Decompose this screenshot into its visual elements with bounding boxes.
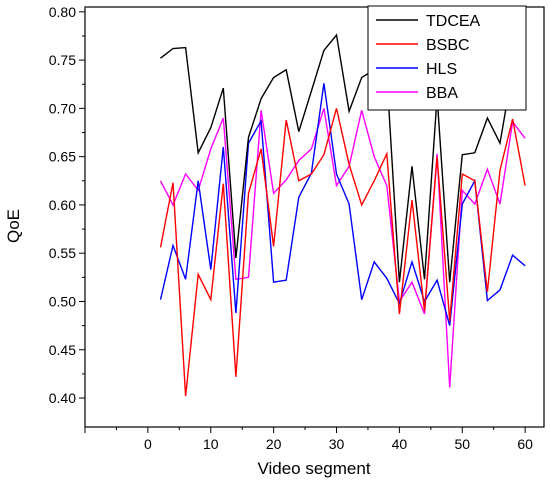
y-tick-label: 0.80 xyxy=(49,4,76,20)
legend: TDCEA BSBC HLS BBA xyxy=(367,5,527,111)
y-tick-label: 0.40 xyxy=(49,390,76,406)
legend-label: TDCEA xyxy=(426,13,481,30)
legend-label: BSBC xyxy=(426,37,470,54)
x-tick-label: 40 xyxy=(392,436,408,452)
legend-label: HLS xyxy=(426,61,457,78)
x-tick-label: 50 xyxy=(454,436,470,452)
series-line-hls xyxy=(159,83,526,326)
x-axis-title: Video segment xyxy=(257,459,370,478)
x-tick-label: 0 xyxy=(144,436,152,452)
x-axis-ticks: 0 10 20 30 40 50 60 xyxy=(84,427,533,452)
y-axis-ticks: 0.40 0.45 0.50 0.55 0.60 0.65 0.70 0.75 0.80 xyxy=(49,4,85,406)
y-tick-label: 0.50 xyxy=(49,293,76,309)
series-lines xyxy=(159,31,526,397)
x-tick-label: 20 xyxy=(266,436,282,452)
series-line-bsbc xyxy=(159,108,526,397)
series-line-tdcea xyxy=(160,31,526,283)
plot-border xyxy=(84,6,545,428)
x-tick-label: 60 xyxy=(517,436,533,452)
series-line-bba xyxy=(159,108,526,388)
plot-area xyxy=(84,6,545,428)
y-tick-label: 0.70 xyxy=(49,100,76,116)
y-tick-label: 0.65 xyxy=(49,149,76,165)
y-tick-label: 0.55 xyxy=(49,245,76,261)
y-tick-label: 0.45 xyxy=(49,342,76,358)
x-tick-label: 10 xyxy=(203,436,219,452)
x-tick-label: 30 xyxy=(329,436,345,452)
legend-label: BBA xyxy=(426,85,458,102)
y-tick-label: 0.75 xyxy=(49,52,76,68)
y-tick-label: 0.60 xyxy=(49,197,76,213)
y-axis-title: QoE xyxy=(4,209,23,243)
